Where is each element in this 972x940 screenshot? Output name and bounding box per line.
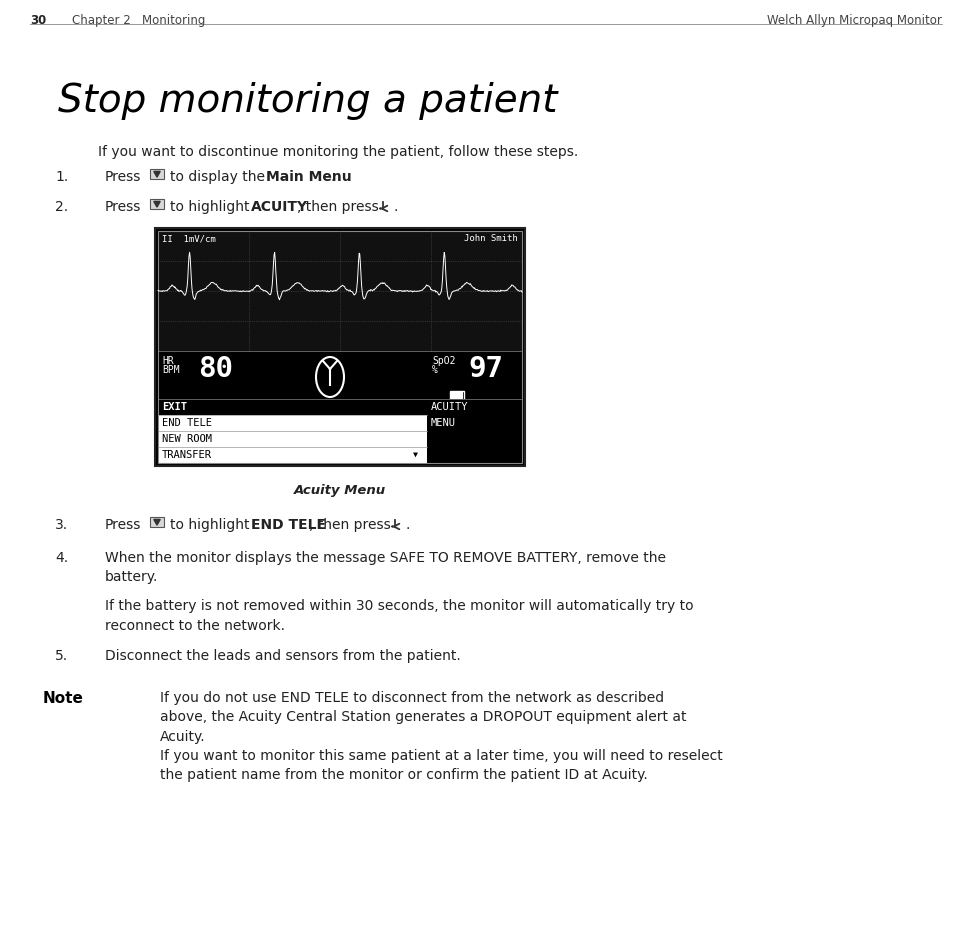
Text: Chapter 2   Monitoring: Chapter 2 Monitoring <box>72 14 205 27</box>
Text: 3.: 3. <box>55 518 68 532</box>
Text: When the monitor displays the message SAFE TO REMOVE BATTERY, remove the
battery: When the monitor displays the message SA… <box>105 551 666 585</box>
Text: II  1mV/cm: II 1mV/cm <box>162 234 216 243</box>
Text: 80: 80 <box>198 355 233 383</box>
Text: 1.: 1. <box>55 170 68 184</box>
Text: NEW ROOM: NEW ROOM <box>162 434 212 444</box>
Text: Acuity Menu: Acuity Menu <box>294 484 386 497</box>
Text: 30: 30 <box>30 14 47 27</box>
Text: .: . <box>330 170 334 184</box>
Bar <box>150 169 164 179</box>
Text: Main Menu: Main Menu <box>266 170 352 184</box>
Bar <box>158 231 522 463</box>
Bar <box>158 447 427 463</box>
Bar <box>155 228 525 466</box>
Text: Disconnect the leads and sensors from the patient.: Disconnect the leads and sensors from th… <box>105 649 461 663</box>
Text: 5.: 5. <box>55 649 68 663</box>
Text: ACUITY: ACUITY <box>431 402 469 412</box>
Ellipse shape <box>316 357 344 397</box>
Text: MENU: MENU <box>431 418 456 428</box>
Text: .: . <box>393 200 398 214</box>
Polygon shape <box>154 520 160 525</box>
Text: If you do not use END TELE to disconnect from the network as described
above, th: If you do not use END TELE to disconnect… <box>160 691 686 744</box>
Text: Stop monitoring a patient: Stop monitoring a patient <box>58 82 558 120</box>
Text: .: . <box>405 518 409 532</box>
Text: Welch Allyn Micropaq Monitor: Welch Allyn Micropaq Monitor <box>767 14 942 27</box>
Text: ACUITY: ACUITY <box>251 200 308 214</box>
Text: to display the: to display the <box>170 170 265 184</box>
Bar <box>150 517 164 526</box>
Bar <box>158 415 427 431</box>
Bar <box>158 431 427 447</box>
Text: Press: Press <box>105 170 141 184</box>
Text: If you want to discontinue monitoring the patient, follow these steps.: If you want to discontinue monitoring th… <box>98 145 578 159</box>
Bar <box>427 399 522 431</box>
Polygon shape <box>154 171 160 177</box>
Text: If you want to monitor this same patient at a later time, you will need to resel: If you want to monitor this same patient… <box>160 749 723 782</box>
Bar <box>150 199 164 209</box>
Text: HR: HR <box>162 356 174 366</box>
Text: to highlight: to highlight <box>170 518 250 532</box>
Text: Press: Press <box>105 200 141 214</box>
Text: to highlight: to highlight <box>170 200 250 214</box>
Polygon shape <box>154 201 160 207</box>
Text: 4.: 4. <box>55 551 68 565</box>
Text: TRANSFER: TRANSFER <box>162 450 212 460</box>
Text: ▼: ▼ <box>413 450 418 459</box>
Text: , then press: , then press <box>309 518 391 532</box>
Text: , then press: , then press <box>297 200 379 214</box>
Text: EXIT: EXIT <box>162 402 187 412</box>
Bar <box>450 391 464 413</box>
Text: 97: 97 <box>468 355 503 383</box>
Text: John Smith: John Smith <box>465 234 518 243</box>
Text: BPM: BPM <box>162 365 180 375</box>
Text: Note: Note <box>43 691 84 706</box>
Text: SpO2: SpO2 <box>432 356 456 366</box>
Text: %: % <box>432 365 437 375</box>
Bar <box>451 392 463 403</box>
Text: END TELE: END TELE <box>251 518 326 532</box>
Bar <box>158 351 522 399</box>
Text: 2.: 2. <box>55 200 68 214</box>
Text: Press: Press <box>105 518 141 532</box>
Text: END TELE: END TELE <box>162 418 212 428</box>
Bar <box>158 399 427 415</box>
Bar <box>158 231 522 351</box>
Text: If the battery is not removed within 30 seconds, the monitor will automatically : If the battery is not removed within 30 … <box>105 599 694 633</box>
